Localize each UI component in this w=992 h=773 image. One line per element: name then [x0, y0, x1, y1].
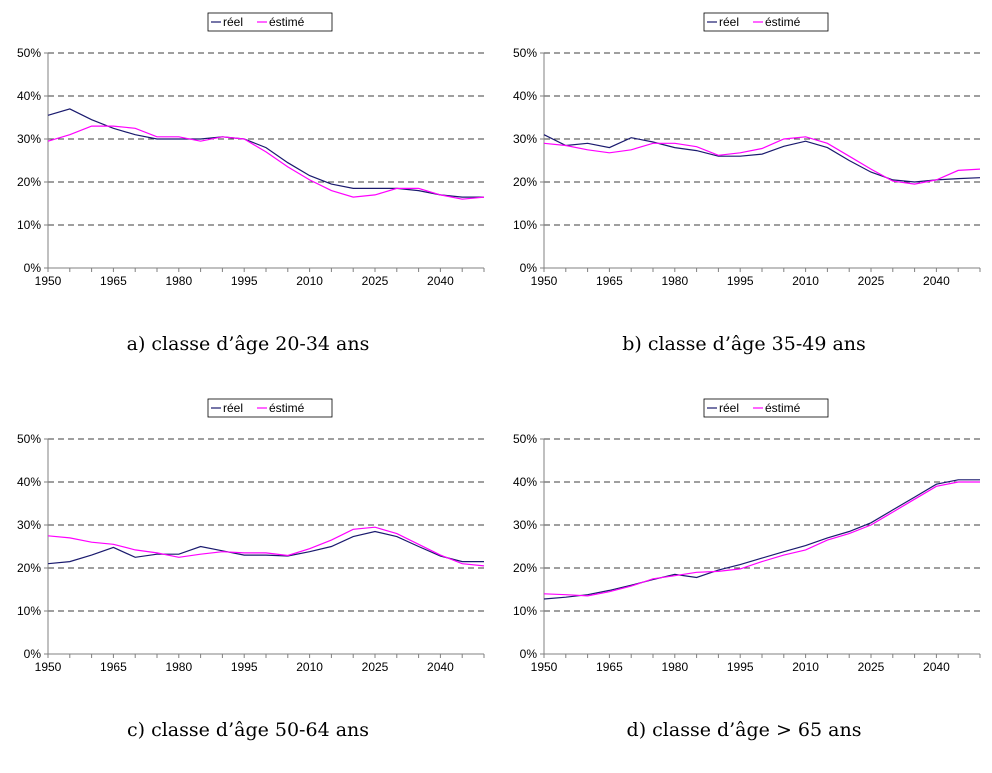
legend-label-actual: réel: [719, 15, 739, 29]
x-tick-label: 1995: [231, 660, 258, 674]
x-tick-label: 1980: [661, 274, 688, 288]
x-tick-label: 1995: [727, 274, 754, 288]
y-tick-label: 20%: [513, 175, 537, 189]
line-chart-b: 0% 10% 20% 30% 40% 50% 1950 1965 1980 1995 2010 202…: [513, 12, 981, 288]
legend: réel éstimé: [207, 398, 333, 418]
y-tick-label: 40%: [17, 475, 41, 489]
chart-caption-c: c) classe d’âge 50-64 ans: [126, 719, 370, 741]
chart-panel-c: 0% 10% 20% 30% 40% 50% 1950 1965 1980 1995 2010 202…: [0, 386, 496, 772]
y-tick-label: 40%: [513, 89, 537, 103]
legend-label-estimated: éstimé: [765, 401, 801, 415]
x-tick-label: 2040: [923, 660, 950, 674]
chart-panel-d: 0% 10% 20% 30% 40% 50% 1950 1965 1980 1995 2010 202…: [496, 386, 992, 772]
y-tick-label: 50%: [513, 46, 537, 60]
y-tick-label: 0%: [520, 261, 538, 275]
chart-caption-d: d) classe d’âge > 65 ans: [626, 719, 862, 741]
series-line-estimated: [543, 481, 980, 597]
x-tick-label: 2040: [923, 274, 950, 288]
y-tick-label: 50%: [513, 432, 537, 446]
x-tick-label: 1950: [35, 274, 62, 288]
y-tick-label: 40%: [17, 89, 41, 103]
series-line-estimated: [47, 125, 485, 200]
x-tick-label: 1980: [165, 660, 192, 674]
y-tick-label: 10%: [513, 604, 537, 618]
legend-label-estimated: éstimé: [269, 401, 305, 415]
legend: réel éstimé: [207, 12, 333, 32]
x-tick-label: 2025: [362, 274, 389, 288]
y-tick-label: 0%: [24, 647, 42, 661]
x-tick-label: 1995: [231, 274, 258, 288]
legend-label-actual: réel: [223, 401, 243, 415]
chart-caption-a: a) classe d’âge 20-34 ans: [126, 333, 370, 355]
y-tick-label: 20%: [17, 175, 41, 189]
legend-box: [703, 398, 829, 418]
x-tick-label: 2010: [792, 660, 819, 674]
legend-box: [207, 12, 333, 32]
x-tick-label: 1965: [596, 660, 623, 674]
line-chart-a: 0% 10% 20% 30% 40% 50% 1950 1965 1980 1995 2010 202…: [17, 12, 485, 288]
y-tick-label: 0%: [520, 647, 538, 661]
x-tick-label: 2010: [296, 660, 323, 674]
x-tick-label: 1980: [661, 660, 688, 674]
y-tick-label: 40%: [513, 475, 537, 489]
legend-label-estimated: éstimé: [269, 15, 305, 29]
x-tick-label: 2025: [858, 660, 885, 674]
chart-panel-b: 0% 10% 20% 30% 40% 50% 1950 1965 1980 1995 2010 202…: [496, 0, 992, 386]
legend: réel éstimé: [703, 12, 829, 32]
y-tick-label: 20%: [513, 561, 537, 575]
legend: réel éstimé: [703, 398, 829, 418]
x-tick-label: 1995: [727, 660, 754, 674]
legend-label-actual: réel: [223, 15, 243, 29]
x-tick-label: 1950: [531, 660, 558, 674]
y-tick-label: 10%: [513, 218, 537, 232]
series-line-actual: [543, 479, 980, 600]
y-tick-label: 30%: [513, 518, 537, 532]
x-tick-label: 1950: [35, 660, 62, 674]
x-tick-label: 1965: [100, 660, 127, 674]
x-tick-label: 2040: [427, 274, 454, 288]
line-chart-c: 0% 10% 20% 30% 40% 50% 1950 1965 1980 1995 2010 202…: [17, 398, 485, 674]
y-tick-label: 50%: [17, 432, 41, 446]
x-tick-label: 1950: [531, 274, 558, 288]
legend-label-estimated: éstimé: [765, 15, 801, 29]
series-line-actual: [47, 530, 484, 565]
x-tick-label: 2040: [427, 660, 454, 674]
y-tick-label: 50%: [17, 46, 41, 60]
series-line-estimated: [47, 526, 485, 567]
x-tick-label: 2025: [362, 660, 389, 674]
line-chart-d: 0% 10% 20% 30% 40% 50% 1950 1965 1980 1995 2010 202…: [513, 398, 981, 674]
series-line-actual: [47, 108, 484, 198]
x-tick-label: 1965: [596, 274, 623, 288]
x-tick-label: 1965: [100, 274, 127, 288]
series-line-estimated: [543, 136, 981, 185]
chart-caption-b: b) classe d’âge 35-49 ans: [622, 333, 866, 355]
series-line-actual: [543, 134, 981, 183]
legend-box: [703, 12, 829, 32]
y-tick-label: 30%: [17, 518, 41, 532]
x-tick-label: 1980: [165, 274, 192, 288]
chart-panel-a: 0% 10% 20% 30% 40% 50% 1950 1965 1980 1995 2010 202…: [0, 0, 496, 386]
y-tick-label: 10%: [17, 604, 41, 618]
y-tick-label: 0%: [24, 261, 42, 275]
x-tick-label: 2025: [858, 274, 885, 288]
y-tick-label: 30%: [17, 132, 41, 146]
legend-label-actual: réel: [719, 401, 739, 415]
y-tick-label: 20%: [17, 561, 41, 575]
x-tick-label: 2010: [792, 274, 819, 288]
x-tick-label: 2010: [296, 274, 323, 288]
y-tick-label: 30%: [513, 132, 537, 146]
legend-box: [207, 398, 333, 418]
y-tick-label: 10%: [17, 218, 41, 232]
